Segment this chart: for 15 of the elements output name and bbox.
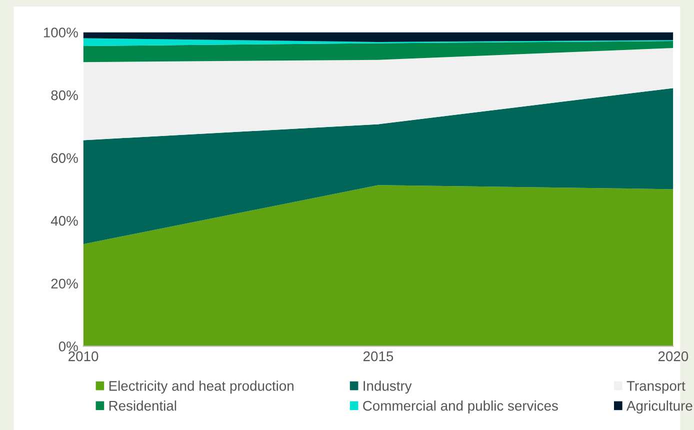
- legend-label: Transport: [626, 381, 686, 394]
- legend-label: Residential: [109, 400, 176, 411]
- y-tick-label: 0%: [58, 341, 78, 352]
- y-tick-label: 60%: [51, 153, 78, 163]
- y-tick-label: 80%: [51, 90, 78, 100]
- legend-label: Electricity and heat production: [109, 380, 294, 394]
- legend-label: Industry: [364, 380, 412, 394]
- x-tick-label: 2020: [658, 351, 688, 362]
- y-tick-label: 100%: [44, 28, 78, 38]
- legend-label: Commercial and public services: [363, 400, 558, 414]
- legend-label: Agriculture: [626, 400, 692, 414]
- y-tick-label: 40%: [50, 216, 78, 226]
- y-tick-label: 20%: [51, 278, 78, 289]
- x-tick-label: 2010: [68, 351, 98, 362]
- x-tick-label: 2015: [363, 351, 394, 362]
